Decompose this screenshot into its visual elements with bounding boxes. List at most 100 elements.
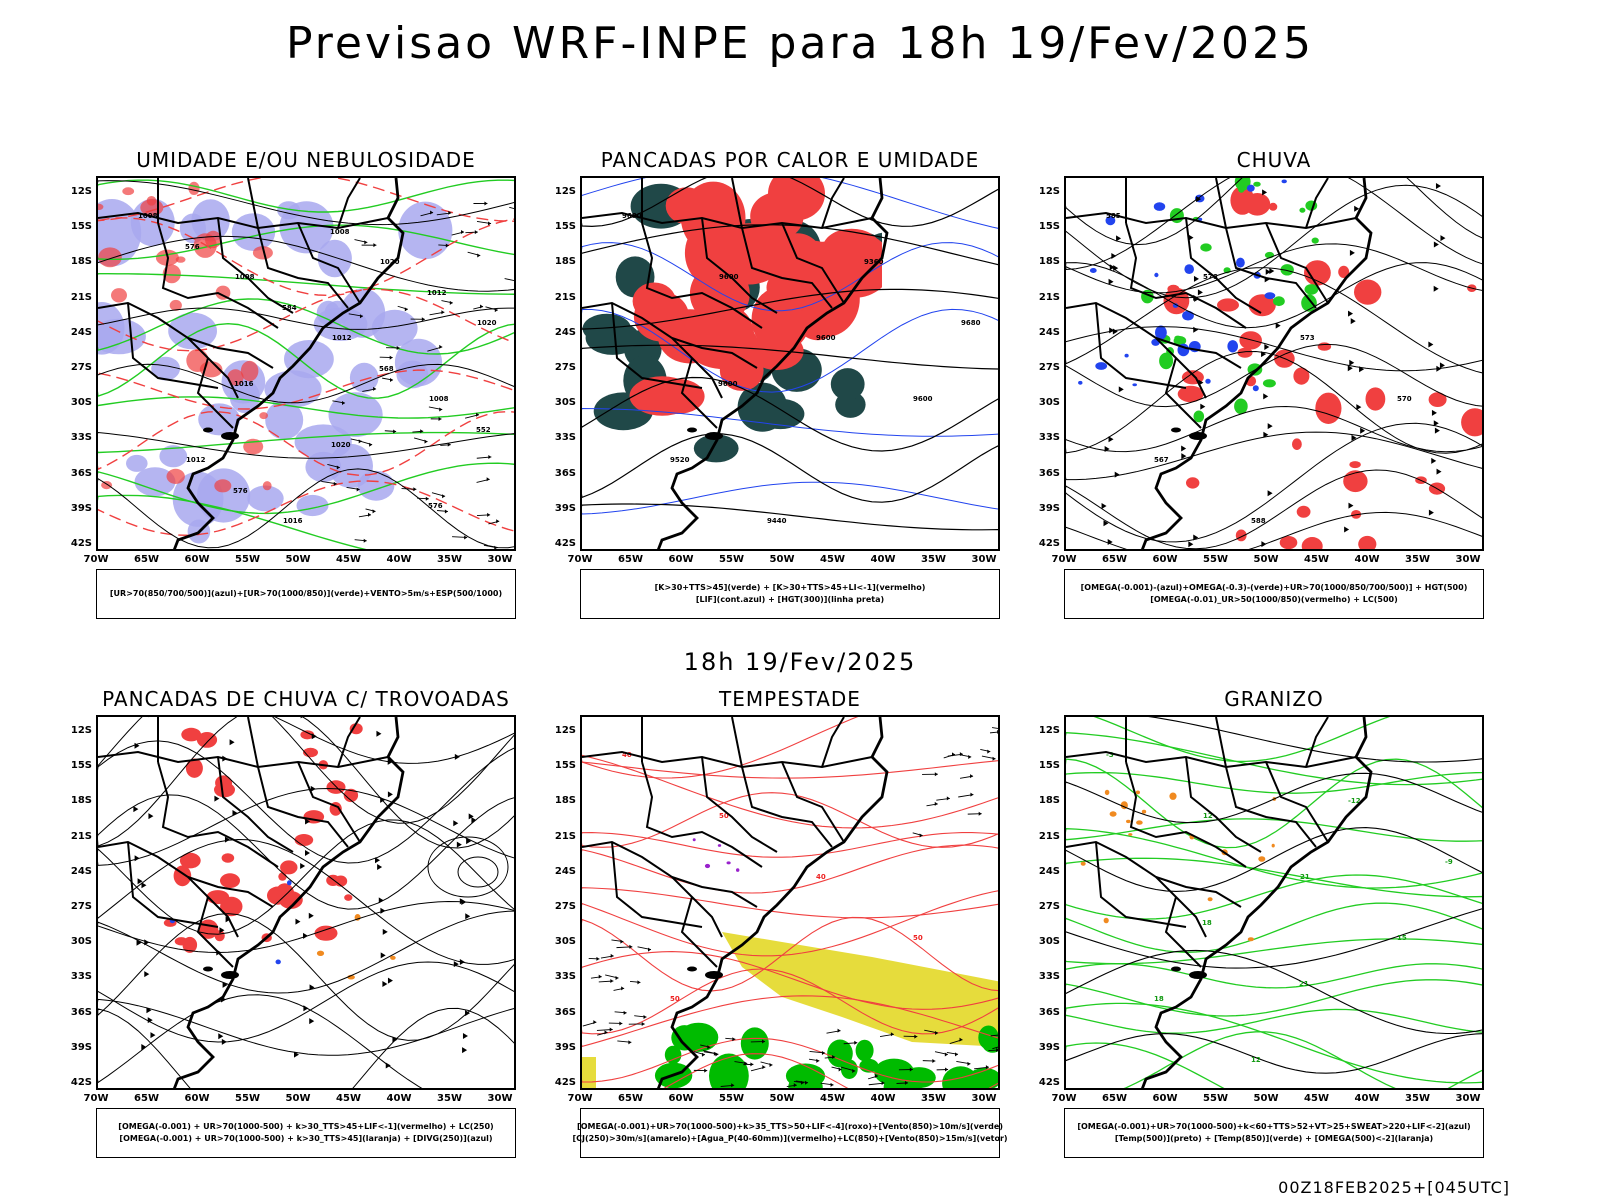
longitude-tick-label: 40W bbox=[386, 554, 412, 565]
contour-label: 21 bbox=[1299, 980, 1309, 988]
contour-label: 573 bbox=[1300, 334, 1315, 342]
longitude-tick-label: 40W bbox=[1354, 554, 1380, 565]
temp-500-contours bbox=[1066, 717, 1482, 1074]
latitude-tick-label: 39S bbox=[70, 502, 92, 514]
contour-label: 9680 bbox=[961, 319, 981, 327]
latitude-tick-label: 33S bbox=[70, 971, 92, 983]
contour-label: 567 bbox=[1154, 456, 1169, 464]
longitude-tick-label: 45W bbox=[820, 554, 845, 565]
latitude-tick-label: 21S bbox=[70, 291, 92, 303]
legend-line: [K>30+TTS>45](verde) + [K>30+TTS>45+LI<-… bbox=[654, 583, 926, 592]
latitude-tick-label: 27S bbox=[70, 362, 92, 373]
contour-label: 568 bbox=[379, 365, 394, 373]
map-plot: -3 12 21 15 18 12 -12 -9 18 21 bbox=[1064, 715, 1484, 1090]
latitude-tick-label: 36S bbox=[1038, 467, 1060, 479]
contour-label: 40 bbox=[816, 873, 826, 881]
jet-stream-area bbox=[722, 932, 998, 1047]
longitude-tick-label: 45W bbox=[336, 1093, 361, 1104]
contour-label: 15 bbox=[1397, 934, 1407, 942]
map-plot: 9680 9600 9600 9600 9520 9440 9360 9680 9600 bbox=[580, 176, 1000, 551]
map-panel: TEMPESTADE 40 50 40 50 50 12S 15S 18S 21S 24S 27S 30… bbox=[555, 687, 1008, 1185]
longitude-tick-label: 55W bbox=[1203, 554, 1228, 565]
panel-legend: [OMEGA(-0.001)+UR>70(1000-500)+k>35_TTS>… bbox=[572, 1108, 1008, 1158]
latitude-tick-label: 30S bbox=[70, 936, 92, 948]
latitude-tick-label: 12S bbox=[70, 186, 92, 197]
latitude-tick-label: 36S bbox=[1038, 1006, 1060, 1018]
contour-label: 585 bbox=[1106, 212, 1121, 220]
panel-legend: [K>30+TTS>45](verde) + [K>30+TTS>45+LI<-… bbox=[580, 569, 1000, 619]
longitude-tick-label: 40W bbox=[1354, 1093, 1380, 1104]
contour-label: 1020 bbox=[380, 258, 400, 266]
longitude-tick-label: 35W bbox=[437, 554, 462, 565]
longitude-tick-label: 65W bbox=[618, 554, 643, 565]
wind-vectors bbox=[693, 1028, 998, 1088]
longitude-tick-label: 30W bbox=[487, 554, 513, 565]
latitude-tick-label: 39S bbox=[70, 1041, 92, 1053]
longitude-tick-label: 55W bbox=[719, 554, 744, 565]
contour-label: 40 bbox=[622, 751, 632, 759]
latitude-tick-label: 30S bbox=[1038, 397, 1060, 409]
latitude-tick-label: 12S bbox=[1038, 186, 1060, 197]
longitude-tick-label: 45W bbox=[1304, 554, 1329, 565]
contour-label: 1008 bbox=[330, 228, 350, 236]
latitude-tick-label: 42S bbox=[554, 538, 576, 549]
contour-label: -12 bbox=[1348, 797, 1361, 805]
row-subtitle: 18h 19/Fev/2025 bbox=[683, 648, 917, 676]
map-panel: CHUVA 585 576 573 570 567 588 12S 15S 18S 21S 24S 27… bbox=[1039, 148, 1484, 646]
longitude-tick-label: 60W bbox=[184, 1093, 210, 1104]
contour-label: -9 bbox=[1445, 858, 1453, 866]
kindex-tts-li-area-red bbox=[629, 178, 892, 416]
contour-label: -3 bbox=[1106, 751, 1114, 759]
latitude-tick-label: 21S bbox=[554, 291, 576, 303]
latitude-tick-label: 33S bbox=[554, 432, 576, 444]
contour-label: 552 bbox=[476, 426, 491, 434]
panel-title: TEMPESTADE bbox=[719, 687, 861, 711]
longitude-tick-label: 35W bbox=[1405, 554, 1430, 565]
longitude-tick-label: 35W bbox=[1405, 1093, 1430, 1104]
latitude-tick-label: 12S bbox=[554, 725, 576, 736]
longitude-tick-label: 65W bbox=[134, 554, 159, 565]
longitude-tick-label: 40W bbox=[870, 1093, 896, 1104]
longitude-tick-label: 30W bbox=[1455, 554, 1481, 565]
latitude-tick-label: 27S bbox=[1038, 362, 1060, 373]
legend-line: [OMEGA(-0.001)-(azul)+OMEGA(-0.3)-(verde… bbox=[1080, 583, 1468, 592]
contour-label: 1008 bbox=[429, 395, 449, 403]
contour-label: 18 bbox=[1154, 995, 1164, 1003]
panel-legend: [OMEGA(-0.001)+UR>70(1000-500)+k<60+TTS>… bbox=[1064, 1108, 1484, 1158]
latitude-tick-label: 15S bbox=[1038, 760, 1060, 772]
contour-label: 1008 bbox=[235, 273, 255, 281]
contour-label: 50 bbox=[670, 995, 680, 1003]
contour-label: 9600 bbox=[816, 334, 836, 342]
latitude-tick-label: 15S bbox=[1038, 221, 1060, 233]
contour-label: 1012 bbox=[332, 334, 352, 342]
latitude-tick-label: 42S bbox=[70, 1077, 92, 1088]
longitude-tick-label: 50W bbox=[1253, 554, 1279, 565]
latitude-tick-label: 27S bbox=[554, 901, 576, 912]
latitude-tick-label: 18S bbox=[554, 256, 576, 268]
contour-label: 576 bbox=[233, 487, 248, 495]
contour-label: 1016 bbox=[234, 380, 254, 388]
map-borders bbox=[582, 717, 889, 1088]
longitude-tick-label: 70W bbox=[1051, 554, 1077, 565]
map-panel: PANCADAS POR CALOR E UMIDADE 9680 9600 9600… bbox=[555, 148, 1000, 646]
contour-label: 1012 bbox=[427, 289, 447, 297]
run-timestamp: 00Z18FEB2025+[045UTC] bbox=[1278, 1178, 1510, 1197]
contour-label: 1020 bbox=[477, 319, 497, 327]
panel-legend: [OMEGA(-0.001)-(azul)+OMEGA(-0.3)-(verde… bbox=[1064, 569, 1484, 619]
longitude-tick-label: 35W bbox=[921, 554, 946, 565]
page-title: Previsao WRF-INPE para 18h 19/Fev/2025 bbox=[286, 18, 1314, 69]
latitude-tick-label: 36S bbox=[70, 467, 92, 479]
pressure-contours bbox=[98, 180, 514, 549]
contour-label: 9600 bbox=[913, 395, 933, 403]
panel-legend: [UR>70(850/700/500)](azul)+[UR>70(1000/8… bbox=[96, 569, 516, 619]
latitude-tick-label: 24S bbox=[554, 865, 576, 877]
map-plot: 40 50 40 50 50 bbox=[580, 715, 1000, 1090]
longitude-tick-label: 45W bbox=[820, 1093, 845, 1104]
latitude-tick-label: 27S bbox=[70, 901, 92, 912]
map-borders bbox=[98, 178, 405, 549]
map-plot: 585 576 573 570 567 588 bbox=[1064, 176, 1484, 551]
contour-label: 570 bbox=[1397, 395, 1412, 403]
longitude-tick-label: 65W bbox=[1102, 1093, 1127, 1104]
latitude-tick-label: 15S bbox=[554, 760, 576, 772]
